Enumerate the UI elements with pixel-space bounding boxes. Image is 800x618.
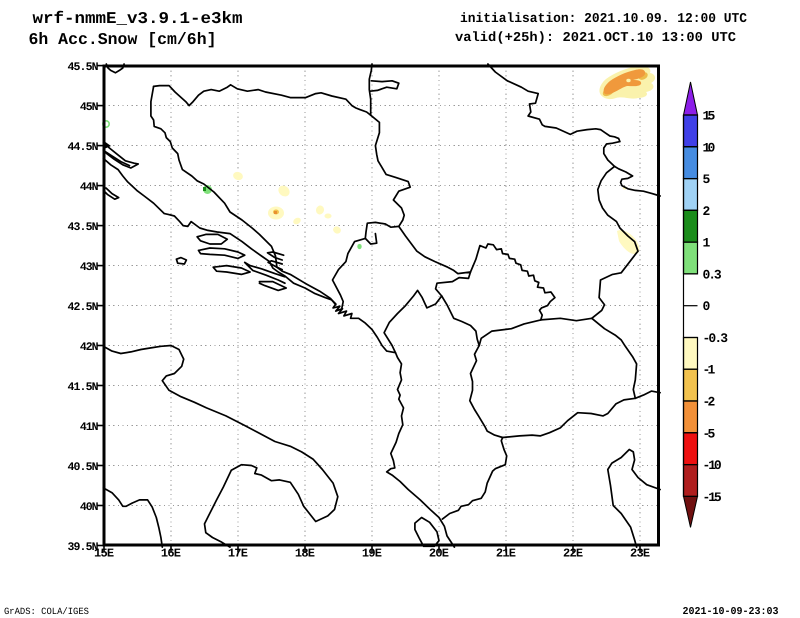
svg-text:GrADS: COLA/IGES: GrADS: COLA/IGES (4, 606, 89, 617)
svg-text:-2: -2 (703, 395, 716, 410)
svg-text:43.5N: 43.5N (68, 221, 99, 234)
svg-text:-5: -5 (703, 426, 716, 441)
svg-text:6h Acc.Snow [cm/6h]: 6h Acc.Snow [cm/6h] (29, 30, 217, 49)
svg-text:2: 2 (703, 204, 711, 219)
svg-text:20E: 20E (429, 547, 449, 561)
svg-text:23E: 23E (630, 547, 650, 561)
svg-text:2021-10-09-23:03: 2021-10-09-23:03 (683, 606, 779, 618)
svg-text:5: 5 (703, 172, 711, 187)
svg-text:initialisation: 2021.10.09. 1: initialisation: 2021.10.09. 12:00 UTC (460, 12, 747, 27)
svg-text:44N: 44N (80, 181, 99, 194)
svg-text:41.5N: 41.5N (68, 381, 99, 394)
svg-text:-15: -15 (703, 490, 722, 505)
svg-text:15: 15 (703, 109, 716, 124)
svg-text:39.5N: 39.5N (68, 541, 99, 554)
svg-text:-10: -10 (703, 458, 722, 473)
svg-text:22E: 22E (563, 547, 583, 561)
svg-text:valid(+25h): 2021.OCT.10 13:00: valid(+25h): 2021.OCT.10 13:00 UTC (455, 31, 736, 46)
svg-text:15E: 15E (94, 547, 114, 561)
svg-text:0.3: 0.3 (703, 267, 722, 282)
svg-text:43N: 43N (80, 261, 99, 274)
svg-text:18E: 18E (295, 547, 315, 561)
svg-text:44.5N: 44.5N (68, 141, 99, 154)
svg-text:40N: 40N (80, 501, 99, 514)
svg-text:wrf-nmmE_v3.9.1-e3km: wrf-nmmE_v3.9.1-e3km (33, 9, 243, 28)
svg-text:42N: 42N (80, 341, 99, 354)
svg-text:40.5N: 40.5N (68, 461, 99, 474)
svg-text:17E: 17E (228, 547, 248, 561)
svg-text:-0.3: -0.3 (703, 331, 729, 346)
svg-text:21E: 21E (496, 547, 516, 561)
svg-text:45.5N: 45.5N (68, 61, 99, 74)
svg-text:1: 1 (703, 236, 711, 251)
svg-text:10: 10 (703, 140, 716, 155)
svg-text:0: 0 (703, 299, 711, 314)
svg-text:16E: 16E (161, 547, 181, 561)
svg-text:45N: 45N (80, 101, 99, 114)
svg-text:41N: 41N (80, 421, 99, 434)
svg-text:42.5N: 42.5N (68, 301, 99, 314)
svg-text:-1: -1 (703, 363, 716, 378)
svg-text:19E: 19E (362, 547, 382, 561)
